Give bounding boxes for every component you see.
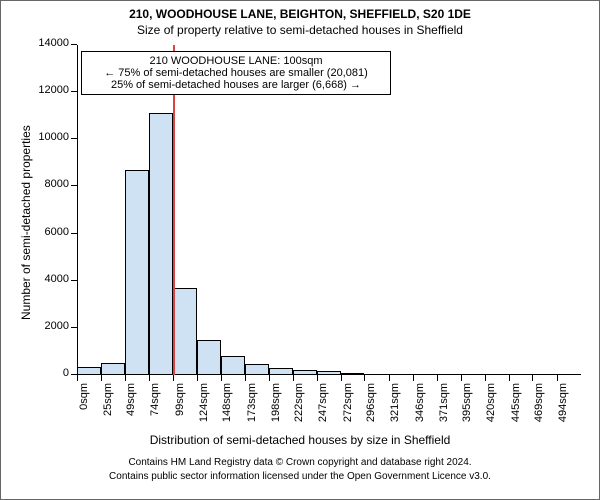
x-tick-label: 148sqm: [221, 383, 233, 422]
x-tick: 296sqm: [364, 375, 365, 381]
reference-annotation-line: 25% of semi-detached houses are larger (…: [88, 79, 384, 91]
y-tick-label: 0: [63, 367, 69, 379]
x-tick: 0sqm: [77, 375, 78, 381]
x-tick: 74sqm: [149, 375, 150, 381]
x-tick: 445sqm: [509, 375, 510, 381]
histogram-bar: [173, 288, 197, 375]
histogram-bar: [197, 340, 220, 375]
x-tick: 49sqm: [125, 375, 126, 381]
reference-annotation-line: 210 WOODHOUSE LANE: 100sqm: [88, 55, 384, 67]
x-tick: 25sqm: [101, 375, 102, 381]
x-tick-label: 222sqm: [293, 383, 305, 422]
histogram-bar: [269, 368, 292, 375]
x-tick: 346sqm: [413, 375, 414, 381]
x-axis-label: Distribution of semi-detached houses by …: [1, 433, 599, 447]
x-tick: 222sqm: [293, 375, 294, 381]
x-tick-label: 371sqm: [438, 383, 450, 422]
y-tick-label: 6000: [45, 226, 69, 238]
histogram-plot: 020004000600080001000012000140000sqm25sq…: [77, 45, 581, 375]
x-tick-label: 247sqm: [317, 383, 329, 422]
y-tick-label: 12000: [38, 84, 69, 96]
page-title: 210, WOODHOUSE LANE, BEIGHTON, SHEFFIELD…: [1, 7, 599, 21]
x-tick: 469sqm: [532, 375, 533, 381]
page-subtitle: Size of property relative to semi-detach…: [1, 23, 599, 37]
x-tick-label: 198sqm: [270, 383, 282, 422]
x-tick: 124sqm: [197, 375, 198, 381]
x-tick-label: 49sqm: [125, 383, 137, 416]
x-tick-label: 395sqm: [461, 383, 473, 422]
y-tick-label: 14000: [38, 37, 69, 49]
x-tick: 198sqm: [269, 375, 270, 381]
x-tick: 494sqm: [557, 375, 558, 381]
y-tick-label: 8000: [45, 178, 69, 190]
y-tick-label: 10000: [38, 131, 69, 143]
histogram-bar: [77, 367, 101, 375]
x-tick-label: 173sqm: [246, 383, 258, 422]
x-tick-label: 272sqm: [342, 383, 354, 422]
y-tick-label: 2000: [45, 320, 69, 332]
x-tick-label: 494sqm: [557, 383, 569, 422]
histogram-bar: [317, 371, 341, 375]
histogram-bar: [221, 356, 245, 375]
histogram-bar: [293, 370, 317, 375]
x-tick-label: 296sqm: [365, 383, 377, 422]
histogram-bar: [101, 363, 124, 375]
x-tick-label: 469sqm: [533, 383, 545, 422]
x-tick: 148sqm: [221, 375, 222, 381]
x-tick-label: 124sqm: [198, 383, 210, 422]
histogram-bar: [341, 373, 364, 375]
x-tick-label: 99sqm: [174, 383, 186, 416]
reference-annotation-box: 210 WOODHOUSE LANE: 100sqm← 75% of semi-…: [81, 51, 391, 95]
x-tick: 272sqm: [341, 375, 342, 381]
x-tick-label: 0sqm: [78, 383, 90, 410]
y-axis: [77, 45, 78, 375]
y-axis-label: Number of semi-detached properties: [19, 125, 33, 320]
x-tick: 321sqm: [389, 375, 390, 381]
reference-annotation-line: ← 75% of semi-detached houses are smalle…: [88, 67, 384, 79]
x-tick: 395sqm: [461, 375, 462, 381]
x-tick: 173sqm: [245, 375, 246, 381]
x-tick: 99sqm: [173, 375, 174, 381]
x-tick-label: 25sqm: [102, 383, 114, 416]
x-tick-label: 420sqm: [485, 383, 497, 422]
attribution-line-2: Contains public sector information licen…: [1, 471, 599, 482]
x-tick: 247sqm: [317, 375, 318, 381]
histogram-bar: [245, 364, 269, 375]
y-tick-label: 4000: [45, 273, 69, 285]
x-tick-label: 74sqm: [149, 383, 161, 416]
histogram-bar: [125, 170, 149, 375]
attribution-line-1: Contains HM Land Registry data © Crown c…: [1, 457, 599, 468]
figure: 210, WOODHOUSE LANE, BEIGHTON, SHEFFIELD…: [0, 0, 600, 500]
x-tick-label: 445sqm: [510, 383, 522, 422]
histogram-bar: [149, 113, 173, 375]
x-tick-label: 321sqm: [389, 383, 401, 422]
x-tick-label: 346sqm: [414, 383, 426, 422]
x-tick: 420sqm: [485, 375, 486, 381]
x-tick: 371sqm: [437, 375, 438, 381]
